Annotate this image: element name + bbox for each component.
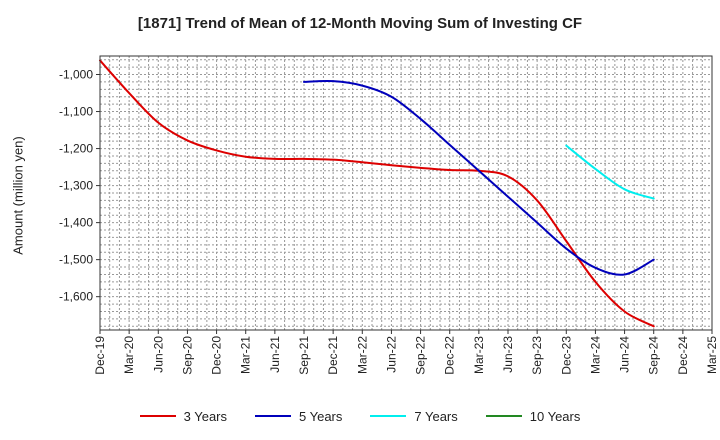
plot-border	[99, 55, 713, 331]
y-tick-label: -1,400	[59, 216, 93, 230]
legend-swatch	[485, 415, 522, 417]
legend-label: 5 Years	[299, 408, 343, 424]
y-tick-label: -1,000	[59, 68, 93, 82]
x-tick-label: Jun-22	[384, 336, 398, 373]
x-tick-label: Mar-21	[239, 336, 253, 374]
chart-title: [1871] Trend of Mean of 12-Month Moving …	[137, 15, 583, 32]
y-tick-label: -1,600	[59, 290, 93, 304]
y-tick-label: -1,200	[59, 142, 93, 156]
legend-swatch	[255, 415, 291, 417]
legend-item: 10 Years	[485, 408, 581, 424]
legend-item: 7 Years	[370, 408, 458, 424]
x-tick-label: Mar-22	[355, 336, 369, 374]
x-tick-label: Sep-22	[414, 336, 428, 375]
x-tick-label: Mar-20	[122, 336, 136, 374]
legend-label: 10 Years	[529, 408, 581, 424]
x-tick-label: Dec-19	[93, 336, 107, 375]
x-tick-label: Sep-23	[530, 336, 544, 375]
series-line-3-years	[99, 59, 655, 328]
x-axis-ticks: Dec-19 Mar-20 Jun-20 Sep-20 Dec-20 Mar-21 Jun-…	[93, 330, 719, 375]
x-tick-label: Jun-24	[618, 336, 632, 373]
y-tick-label: -1,100	[59, 105, 93, 119]
x-tick-label: Dec-22	[443, 336, 457, 375]
x-tick-label: Dec-21	[326, 336, 340, 375]
series-line-7-years	[565, 144, 655, 200]
series-line-5-years	[303, 80, 655, 276]
x-tick-label: Sep-24	[647, 336, 661, 375]
y-tick-label: -1,500	[59, 253, 93, 267]
x-tick-label: Mar-25	[705, 336, 719, 374]
x-tick-label: Jun-20	[151, 336, 165, 373]
x-tick-label: Dec-23	[559, 336, 573, 375]
y-tick-label: -1,300	[59, 179, 93, 193]
legend-item: 5 Years	[255, 409, 342, 424]
series-lines	[99, 59, 655, 328]
x-tick-label: Mar-24	[588, 336, 602, 374]
legend-item: 3 Years	[139, 408, 227, 424]
legend-swatch	[139, 415, 176, 417]
x-tick-label: Dec-20	[210, 336, 224, 375]
legend-label: 3 Years	[183, 408, 227, 424]
x-tick-label: Mar-23	[472, 336, 486, 374]
legend: 3 Years 5 Years 7 Years 10 Years	[0, 405, 720, 427]
x-tick-label: Dec-24	[676, 336, 690, 375]
legend-swatch	[370, 415, 407, 417]
x-tick-label: Sep-20	[180, 336, 194, 375]
y-axis-ticks: -1,600 -1,500 -1,400 -1,300 -1,200 -1,100 -1,0…	[59, 68, 100, 304]
x-tick-label: Jun-21	[268, 336, 282, 373]
legend-label: 7 Years	[414, 408, 458, 424]
gridlines	[100, 56, 712, 330]
x-tick-label: Sep-21	[297, 336, 311, 375]
x-tick-label: Jun-23	[501, 336, 515, 373]
